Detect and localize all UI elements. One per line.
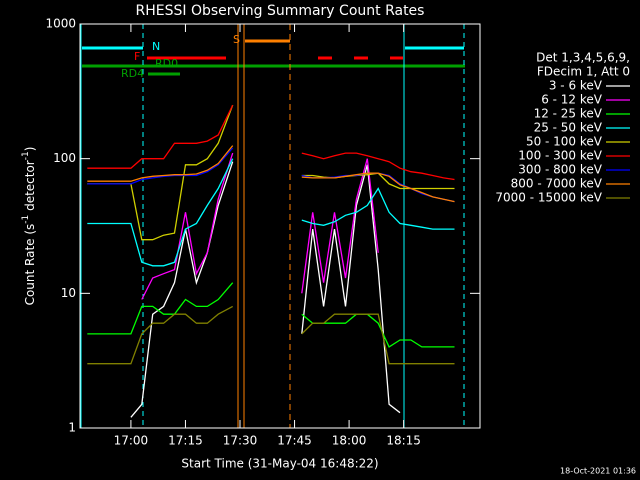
y-label-part: detector [23,160,37,215]
legend-label: 800 - 7000 keV [511,177,603,191]
series-line [87,104,455,181]
legend-label: 50 - 100 keV [526,135,603,149]
x-tick-label: 18:15 [386,434,421,448]
flag-label: F [134,50,140,63]
y-tick-label: 10 [61,286,76,300]
chart-title: RHESSI Observing Summary Count Rates [136,3,425,19]
y-tick-label: 1 [68,421,76,435]
legend-header: FDecim 1, Att 0 [537,65,630,79]
footer: 18-Oct-2021 01:36 [560,467,636,476]
legend-header: Det 1,3,4,5,6,9, [536,51,630,65]
legend-label: 6 - 12 keV [541,93,603,107]
x-tick-label: 17:30 [223,434,258,448]
y-label-sup: -1 [21,215,31,224]
series-line [87,158,455,267]
y-axis-label: Count Rate (s-1 detector-1) [21,147,37,306]
series-line [87,147,455,203]
flag-label: RD4 [121,67,144,80]
legend-label: 3 - 6 keV [549,79,603,93]
series-line [87,145,455,203]
y-label-part: Count Rate (s [23,224,37,306]
x-tick-label: 18:00 [332,434,367,448]
y-label-part: ) [23,147,37,152]
x-tick-label: 17:00 [114,434,149,448]
legend-label: 7000 - 15000 keV [495,191,602,205]
legend-label: 25 - 50 keV [534,121,603,135]
x-axis-label: Start Time (31-May-04 16:48:22) [181,457,378,471]
series-line [87,282,455,348]
legend-label: 300 - 800 keV [518,163,602,177]
flag-label: N [152,40,160,53]
series-line [87,104,455,241]
x-tick-label: 17:15 [168,434,203,448]
y-tick-label: 100 [53,151,76,165]
series-line [87,305,455,365]
plot-frame [79,23,481,429]
x-tick-label: 17:45 [277,434,312,448]
legend-label: 100 - 300 keV [518,149,602,163]
legend-label: 12 - 25 keV [534,107,603,121]
series-line [130,161,401,418]
flag-label: RD0 [155,57,178,70]
y-label-sup: -1 [21,151,31,160]
flag-label: S [233,33,240,46]
y-tick-label: 1000 [45,17,76,31]
